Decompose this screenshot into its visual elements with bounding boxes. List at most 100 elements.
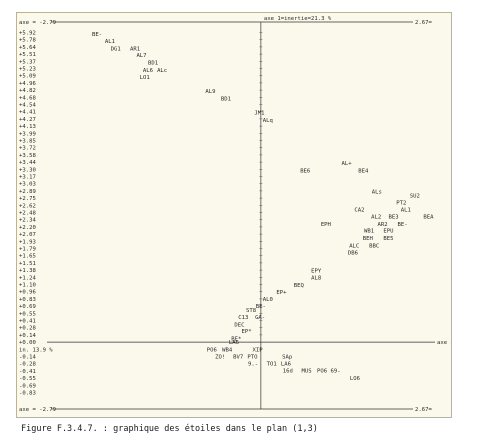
data-point-label: TO1 <box>267 361 277 367</box>
data-point-label: GA- <box>255 315 265 321</box>
y-tick-label: +5.23 <box>19 67 36 73</box>
data-point-label: BD1 <box>148 61 158 67</box>
y-tick-label: +0.83 <box>19 297 36 303</box>
y-tick-label: +5.09 <box>19 74 36 80</box>
data-point-label: AL0 <box>263 297 273 303</box>
data-point-label: LA6 <box>281 361 291 367</box>
y-tick-label: +5.51 <box>19 52 36 58</box>
y-tick-label: +3.99 <box>19 131 36 137</box>
y-tick-label: +3.30 <box>19 167 36 173</box>
y-tick-label: +3.58 <box>19 153 36 159</box>
y-tick-label-negative: -0.83 <box>19 391 36 397</box>
top-axis-left-label: axe = -2.79 <box>19 20 56 26</box>
y-tick-label: +4.96 <box>19 81 36 87</box>
data-point-label: BEA <box>423 215 434 221</box>
scatter-plot: axe = -2.79 2.67= axe 1=inertie=21.3 % axe … <box>19 16 451 413</box>
data-point-label: EPU <box>383 229 393 235</box>
y-tick-label: +2.20 <box>19 225 36 231</box>
data-point-label: BD1 <box>221 96 231 102</box>
y-tick-label: +5.37 <box>19 59 36 65</box>
y-tick-label: +2.62 <box>19 203 36 209</box>
data-point-label: AL2 <box>371 215 381 221</box>
data-point-label: BE3 <box>389 215 399 221</box>
data-point-label: BE* <box>231 336 241 342</box>
zero-axis-point-label: LA6 <box>229 340 239 346</box>
bottom-axis-left-label: axe = -2.79 <box>19 407 56 413</box>
zero-tick-label: +0.00 <box>19 340 36 346</box>
y-tick-label: +0.41 <box>19 319 36 325</box>
data-point-label: ALC <box>349 243 359 249</box>
data-point-label: DEC <box>234 322 244 328</box>
y-tick-label: +4.27 <box>19 117 36 123</box>
data-point-label: WB1 <box>364 229 374 235</box>
y-tick-label: +5.64 <box>19 45 36 51</box>
data-point-label: 16d <box>283 369 293 375</box>
data-point-label: BEQ <box>294 283 305 289</box>
y-tick-label: +2.89 <box>19 189 36 195</box>
data-point-label: AL1 <box>401 207 411 213</box>
y-tick-label: +0.69 <box>19 304 36 310</box>
y-tick-label: +1.65 <box>19 254 36 260</box>
data-point-label: C13 <box>238 315 248 321</box>
data-point-label: WB4 <box>222 347 233 353</box>
y-tick-label: +5.78 <box>19 38 36 44</box>
y-tick-label: +1.24 <box>19 275 36 281</box>
y-tick-label: +2.48 <box>19 211 36 217</box>
y-tick-label-negative: -0.41 <box>19 369 36 375</box>
y-tick-label: +4.68 <box>19 95 36 101</box>
data-point-label: BEH <box>363 236 373 242</box>
data-point-label: AL+ <box>341 161 352 167</box>
y-tick-label: +3.85 <box>19 139 36 145</box>
y-tick-label: +1.10 <box>19 283 36 289</box>
y-tick-label: +2.34 <box>19 218 36 224</box>
top-axis-right-label: 2.67= <box>415 20 432 26</box>
data-point-label: EPY <box>311 268 322 274</box>
data-point-label: AL1 <box>105 39 115 45</box>
chart-title: axe 1=inertie=21.3 % <box>264 16 332 22</box>
data-point-label: 69- <box>330 369 340 375</box>
data-point-label: PT2 <box>396 201 406 207</box>
y-tick-label-negative: -0.69 <box>19 383 36 389</box>
y-tick-label: +1.38 <box>19 268 36 274</box>
y-tick-label-negative: -0.28 <box>19 362 36 368</box>
data-point-label: XIP <box>252 347 263 353</box>
data-point-label: ALc <box>157 68 167 74</box>
data-point-label: PO6 <box>317 369 327 375</box>
data-point-label: DB6 <box>348 251 358 257</box>
y-tick-label: +3.72 <box>19 146 36 152</box>
data-point-label: BE- <box>398 222 408 228</box>
data-point-label: AL8 <box>311 276 322 282</box>
data-point-label: BBC <box>369 243 379 249</box>
data-point-label: AL7 <box>136 53 146 59</box>
data-point-label: AL6 <box>143 68 153 74</box>
data-point-label: AR2 <box>378 222 388 228</box>
chart-frame: axe = -2.79 2.67= axe 1=inertie=21.3 % axe … <box>16 12 452 418</box>
data-point-label: EPH <box>321 222 331 228</box>
y-tick-label: +3.17 <box>19 175 36 181</box>
y-tick-label-negative: -0.55 <box>19 376 36 382</box>
y-tick-label: +0.14 <box>19 333 36 339</box>
y-tick-label: +0.96 <box>19 290 36 296</box>
y-tick-label-negative: -0.14 <box>19 355 36 361</box>
data-point-label: ALq <box>263 118 273 124</box>
y-tick-label: +2.75 <box>19 196 36 202</box>
data-point-label: AL9 <box>205 89 215 95</box>
data-point-label: BV7 <box>233 355 243 361</box>
y-tick-label: +1.79 <box>19 247 36 253</box>
bottom-axis-right-label: 2.67= <box>415 407 432 413</box>
data-point-label: AR1 <box>130 46 140 52</box>
y-tick-label: +4.54 <box>19 103 36 109</box>
data-point-label: LO6 <box>350 376 360 382</box>
data-point-label: SU2 <box>410 193 420 199</box>
y-tick-label: +0.28 <box>19 326 36 332</box>
y-tick-label: +2.07 <box>19 232 36 238</box>
data-point-label: BE4 <box>358 168 369 174</box>
data-point-label: BE5 <box>383 236 393 242</box>
y-tick-label: +3.44 <box>19 160 36 166</box>
y-tick-label: +3.03 <box>19 182 36 188</box>
y-tick-label: +0.55 <box>19 311 36 317</box>
y-tick-label: +4.41 <box>19 110 36 116</box>
axis-3-label: axe 3 <box>437 340 451 346</box>
data-point-label: MUS <box>301 369 311 375</box>
data-point-label: PTO <box>247 355 258 361</box>
